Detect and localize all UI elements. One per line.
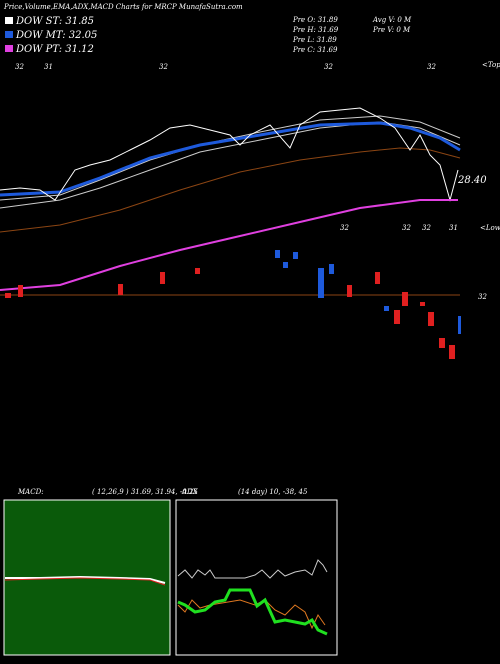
legend-entry: DOW MT: 32.05	[15, 30, 97, 41]
last-price: 28.40	[457, 175, 487, 186]
adx-label: ADX	[181, 488, 199, 496]
di-plus-line	[177, 559, 328, 579]
top-label: 32	[427, 63, 436, 71]
legend-entry: DOW PT: 31.12	[15, 44, 94, 55]
top-label: 31	[44, 63, 53, 71]
top-label: 32	[15, 63, 24, 71]
low-label: <Lows	[480, 224, 500, 232]
pre-value: Pre H: 31.69	[292, 26, 339, 34]
candles	[5, 250, 461, 359]
ema-line	[0, 121, 461, 197]
ema-line	[0, 199, 458, 291]
adx-params: (14 day) 10, -38, 45	[238, 488, 308, 496]
legend-swatch	[5, 17, 13, 24]
price-line	[0, 107, 459, 202]
ema-line	[0, 147, 461, 233]
legend-swatch	[5, 31, 13, 38]
top-label: 32	[324, 63, 333, 71]
macd-label: MACD:	[17, 488, 44, 496]
macd-params: ( 12,26,9 ) 31.69, 31.94, -0.25	[92, 488, 198, 496]
top-label: 32	[159, 63, 168, 71]
signal-line	[4, 577, 166, 586]
legend-entry: DOW ST: 31.85	[15, 16, 94, 27]
pre-value: Pre O: 31.89	[292, 16, 338, 24]
low-label: 32	[402, 224, 411, 232]
volume-value: Avg V: 0 M	[372, 16, 412, 24]
macd-line	[5, 575, 166, 584]
level-label: 32	[478, 293, 487, 301]
adx-panel	[175, 499, 338, 656]
volume-value: Pre V: 0 M	[372, 26, 411, 34]
title: Price,Volume,EMA,ADX,MACD Charts for MRC…	[3, 3, 243, 11]
legend-swatch	[5, 45, 13, 52]
low-label: 31	[449, 224, 458, 232]
pre-value: Pre L: 31.89	[292, 36, 337, 44]
low-label: 32	[340, 224, 349, 232]
top-label: <Tops	[482, 61, 500, 69]
adx-line	[177, 588, 328, 636]
pre-value: Pre C: 31.69	[292, 46, 338, 54]
low-label: 32	[422, 224, 431, 232]
